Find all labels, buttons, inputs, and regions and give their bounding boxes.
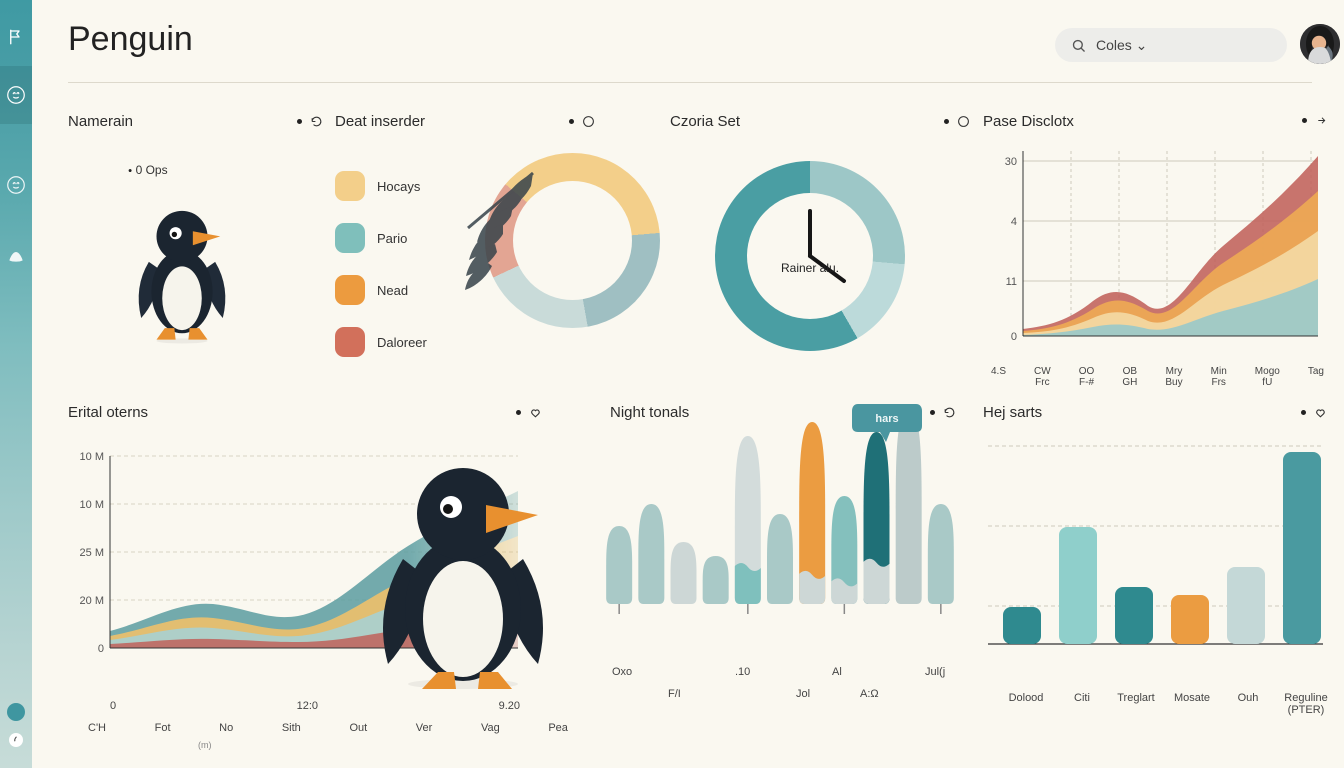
svg-text:0: 0	[98, 643, 104, 655]
svg-text:0: 0	[1011, 331, 1017, 343]
svg-text:10 M: 10 M	[80, 451, 104, 463]
svg-text:hars: hars	[875, 413, 898, 425]
svg-text:4: 4	[1011, 216, 1017, 228]
svg-text:30: 30	[1005, 156, 1017, 168]
svg-text:25 M: 25 M	[80, 547, 104, 559]
svg-text:11: 11	[1006, 276, 1017, 288]
svg-text:10 M: 10 M	[80, 499, 104, 511]
svg-text:20 M: 20 M	[80, 595, 104, 607]
